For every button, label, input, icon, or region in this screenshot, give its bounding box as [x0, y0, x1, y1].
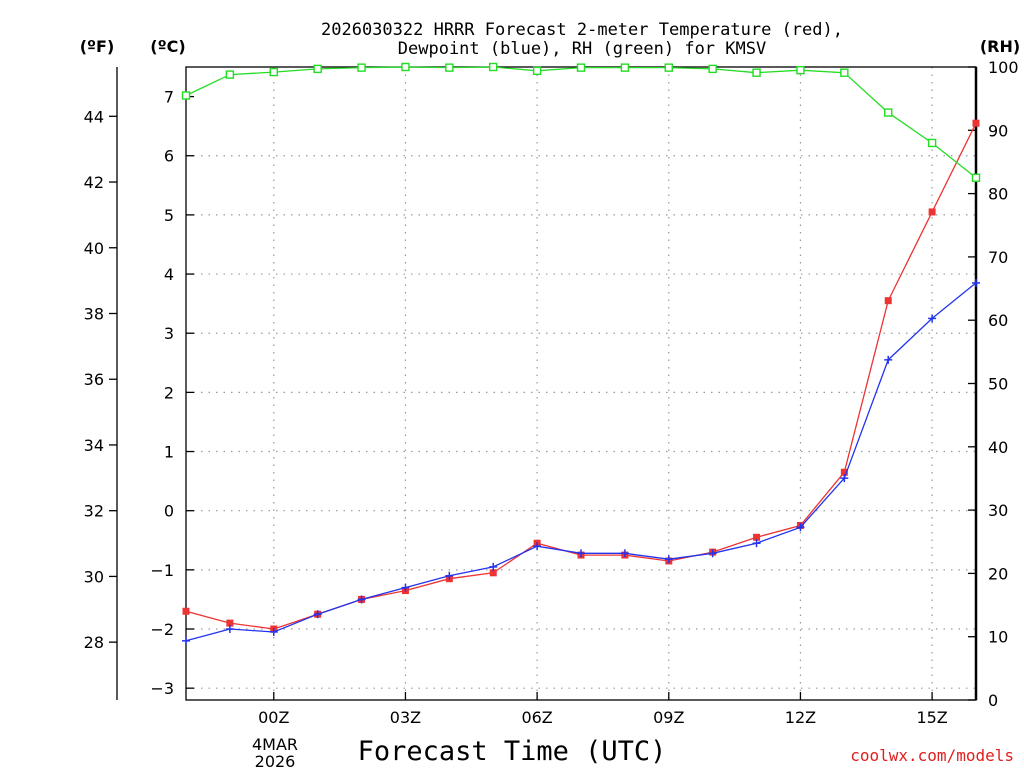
fahrenheit-tick-label: 30: [84, 567, 104, 586]
rh-axis-unit-label: (RH): [980, 37, 1020, 56]
fahrenheit-tick-label: 36: [84, 370, 104, 389]
dewpoint-point: [533, 542, 542, 551]
temperature-point: [972, 119, 980, 127]
axes-layer: −3−2−10123456728303234363840424401020304…: [84, 58, 1019, 727]
rh-point: [181, 91, 191, 100]
temperature-point: [226, 619, 234, 627]
dewpoint-point: [796, 523, 805, 532]
celsius-tick-label: 7: [164, 88, 174, 107]
dewpoint-point: [664, 555, 673, 564]
chart-title-line-2: Dewpoint (blue), RH (green) for KMSV: [398, 39, 766, 59]
dewpoint-point: [225, 625, 234, 634]
celsius-tick-label: 0: [164, 502, 174, 521]
dewpoint-point: [708, 549, 717, 558]
rh-point: [357, 63, 366, 72]
rh-tick-label: 50: [988, 375, 1008, 394]
rh-tick-label: 100: [988, 58, 1019, 77]
dewpoint-point: [884, 355, 893, 364]
rh-point: [708, 64, 717, 74]
rh-tick-label: 10: [988, 628, 1008, 647]
fahrenheit-tick-label: 42: [84, 173, 104, 192]
dewpoint-point: [489, 562, 498, 571]
celsius-axis-unit-label: (ºC): [150, 37, 185, 56]
dewpoint-point: [752, 539, 761, 548]
celsius-tick-label: −3: [150, 679, 174, 698]
x-tick-label: 03Z: [390, 708, 421, 727]
dewpoint-point: [313, 610, 322, 619]
rh-point: [489, 62, 498, 72]
dewpoint-point: [928, 314, 937, 323]
temperature-point: [489, 569, 497, 577]
rh-tick-label: 0: [988, 691, 998, 710]
temperature-point: [928, 208, 936, 216]
rh-point: [752, 68, 761, 77]
rh-point: [576, 63, 586, 72]
rh-point: [401, 62, 410, 72]
rh-tick-label: 40: [988, 438, 1008, 457]
rh-point: [884, 108, 893, 117]
temperature-point: [884, 297, 892, 305]
dewpoint-point: [182, 636, 190, 645]
fahrenheit-tick-label: 44: [84, 107, 104, 126]
x-tick-label: 15Z: [916, 708, 947, 727]
temperature-point: [753, 533, 761, 541]
celsius-tick-label: 1: [164, 443, 174, 462]
rh-point: [313, 64, 322, 74]
fahrenheit-tick-label: 34: [84, 436, 104, 455]
fahrenheit-tick-label: 38: [84, 304, 104, 323]
rh-point: [971, 173, 981, 182]
dewpoint-point: [357, 595, 366, 604]
grid-layer: [186, 67, 976, 700]
chart-title-line-1: 2026030322 HRRR Forecast 2-meter Tempera…: [321, 20, 843, 40]
celsius-tick-label: 4: [164, 265, 174, 284]
rh-point: [532, 66, 542, 75]
dewpoint-point: [445, 571, 454, 580]
rh-tick-label: 90: [988, 121, 1008, 140]
rh-point: [796, 65, 805, 75]
rh-point: [840, 68, 849, 77]
rh-tick-label: 70: [988, 248, 1008, 267]
fahrenheit-tick-label: 28: [84, 633, 104, 652]
rh-point: [269, 67, 278, 77]
dewpoint-point: [972, 278, 980, 287]
x-tick-label: 09Z: [653, 708, 684, 727]
dewpoint-point: [620, 549, 629, 558]
celsius-tick-label: 3: [164, 324, 174, 343]
celsius-tick-label: 6: [164, 147, 174, 166]
dewpoint-point: [577, 549, 585, 558]
rh-tick-label: 60: [988, 311, 1008, 330]
x-tick-label: 12Z: [785, 708, 816, 727]
celsius-tick-label: 2: [164, 383, 174, 402]
rh-point: [225, 70, 235, 79]
date-label-day: 4MAR: [252, 735, 298, 754]
dewpoint-point: [401, 583, 410, 592]
fahrenheit-tick-label: 40: [84, 239, 104, 258]
celsius-tick-label: −2: [150, 620, 174, 639]
x-axis-label: Forecast Time (UTC): [358, 736, 667, 767]
x-tick-label: 00Z: [258, 708, 289, 727]
series-layer: [181, 62, 981, 645]
rh-point: [620, 63, 630, 72]
celsius-tick-label: 5: [164, 206, 174, 225]
rh-point: [445, 63, 454, 72]
celsius-tick-label: −1: [150, 561, 174, 580]
fahrenheit-tick-label: 32: [84, 502, 104, 521]
dewpoint-point: [840, 474, 849, 483]
rh-tick-label: 30: [988, 501, 1008, 520]
temperature-point: [182, 607, 190, 615]
dewpoint-point: [269, 627, 278, 636]
credit-text: coolwx.com/models: [850, 746, 1014, 765]
fahrenheit-axis-unit-label: (ºF): [80, 37, 115, 56]
rh-point: [927, 138, 937, 148]
rh-tick-label: 20: [988, 564, 1008, 583]
rh-tick-label: 80: [988, 185, 1008, 204]
date-label-year: 2026: [255, 752, 296, 768]
x-tick-label: 06Z: [521, 708, 552, 727]
rh-point: [664, 63, 673, 72]
temperature-point: [840, 468, 848, 476]
